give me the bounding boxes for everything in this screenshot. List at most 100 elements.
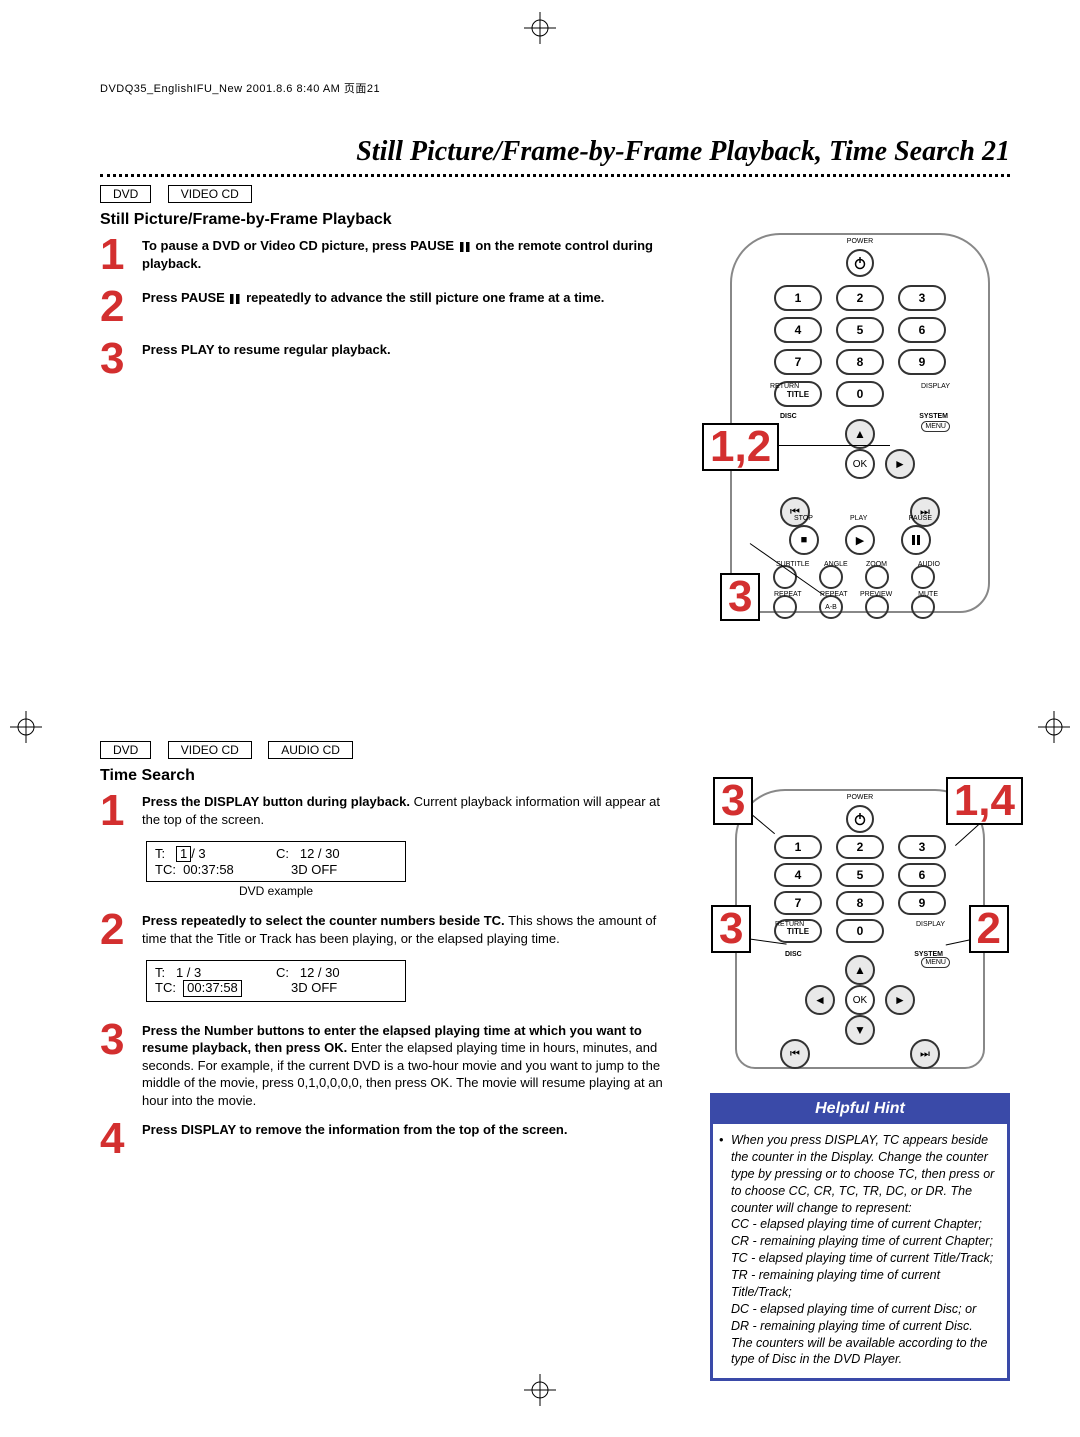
badge-row-2: DVD VIDEO CD AUDIO CD: [100, 741, 1010, 759]
next-button[interactable]: ⏭: [910, 1039, 940, 1069]
remote-label: RETURN: [775, 921, 804, 928]
num-4[interactable]: 4: [774, 863, 822, 887]
num-3[interactable]: 3: [898, 835, 946, 859]
menu-button[interactable]: MENU: [921, 421, 950, 432]
registration-mark-right: [1038, 711, 1070, 748]
step-text-bold: Press DISPLAY to remove the information …: [142, 1122, 567, 1137]
pause-button[interactable]: [901, 525, 931, 555]
num-0[interactable]: 0: [836, 381, 884, 407]
menu-button[interactable]: MENU: [921, 957, 950, 968]
print-header: DVDQ35_EnglishIFU_New 2001.8.6 8:40 AM 页…: [100, 80, 1010, 96]
num-5[interactable]: 5: [836, 317, 884, 343]
osd-c: 12 / 30: [300, 965, 340, 980]
step-number: 2: [100, 285, 130, 329]
remote-diagram-2: POWER 123 456 789 TITLE0 RETURN DISPLAY …: [735, 789, 985, 1069]
num-1[interactable]: 1: [774, 285, 822, 311]
ok-button[interactable]: OK: [845, 985, 875, 1015]
repeat-button[interactable]: [773, 595, 797, 619]
num-3[interactable]: 3: [898, 285, 946, 311]
remote-label: DISPLAY: [921, 383, 950, 390]
step: 2 Press repeatedly to select the counter…: [100, 908, 670, 952]
power-button[interactable]: [846, 805, 874, 833]
num-7[interactable]: 7: [774, 349, 822, 375]
step-number: 1: [100, 789, 130, 833]
nav-up[interactable]: ▲: [845, 955, 875, 985]
next-button[interactable]: ⏭: [910, 497, 940, 527]
osd-display-2: T: 1 / 3 C: 12 / 30 TC: 00:37:58 3D OFF: [146, 960, 406, 1001]
registration-mark-bottom: [524, 1374, 556, 1411]
num-7[interactable]: 7: [774, 891, 822, 915]
power-button[interactable]: [846, 249, 874, 277]
prev-button[interactable]: ⏮: [780, 497, 810, 527]
helpful-hint-box: Helpful Hint When you press DISPLAY, TC …: [710, 1093, 1010, 1381]
num-6[interactable]: 6: [898, 863, 946, 887]
step-number: 1: [100, 233, 130, 277]
play-button[interactable]: ▶: [845, 525, 875, 555]
remote-label: POWER: [847, 794, 873, 801]
hint-line: CC - elapsed playing time of current Cha…: [731, 1216, 997, 1233]
ok-button[interactable]: OK: [845, 449, 875, 479]
step-number: 3: [100, 1018, 130, 1110]
num-9[interactable]: 9: [898, 891, 946, 915]
pause-icon: [458, 238, 472, 256]
badge: VIDEO CD: [168, 741, 252, 759]
step-text: Press PLAY to resume regular playback.: [142, 342, 391, 357]
hint-tail: The counters will be available according…: [731, 1335, 997, 1369]
pause-icon: [228, 290, 242, 308]
step: 3 Press PLAY to resume regular playback.: [100, 337, 670, 381]
num-2[interactable]: 2: [836, 835, 884, 859]
step-number: 3: [100, 337, 130, 381]
remote-label: POWER: [847, 238, 873, 245]
badge: VIDEO CD: [168, 185, 252, 203]
step-text: Press PAUSE: [142, 290, 228, 305]
step: 3 Press the Number buttons to enter the …: [100, 1018, 670, 1110]
num-2[interactable]: 2: [836, 285, 884, 311]
nav-cluster: ▲ ► OK MENU: [770, 419, 950, 509]
step-text-bold: Press repeatedly to select the counter n…: [142, 913, 505, 928]
mute-button[interactable]: [911, 595, 935, 619]
remote-label: DISPLAY: [916, 921, 945, 928]
badge: DVD: [100, 185, 151, 203]
remote-label: STOP: [794, 515, 813, 522]
nav-left[interactable]: ◄: [805, 985, 835, 1015]
num-8[interactable]: 8: [836, 891, 884, 915]
stop-button[interactable]: ■: [789, 525, 819, 555]
nav-right[interactable]: ►: [885, 985, 915, 1015]
num-8[interactable]: 8: [836, 349, 884, 375]
remote-label: PLAY: [850, 515, 867, 522]
prev-button[interactable]: ⏮: [780, 1039, 810, 1069]
steps-column-1: 1 To pause a DVD or Video CD picture, pr…: [100, 233, 670, 613]
remote-label: MUTE: [918, 591, 938, 598]
angle-button[interactable]: [819, 565, 843, 589]
nav-right[interactable]: ►: [885, 449, 915, 479]
osd-c: 12 / 30: [300, 846, 340, 861]
callout-line: [770, 445, 890, 446]
preview-button[interactable]: [865, 595, 889, 619]
num-0[interactable]: 0: [836, 919, 884, 943]
steps-column-2: 1 Press the DISPLAY button during playba…: [100, 789, 670, 1381]
step: 4 Press DISPLAY to remove the informatio…: [100, 1117, 670, 1161]
badge-row-1: DVD VIDEO CD: [100, 185, 1010, 203]
zoom-button[interactable]: [865, 565, 889, 589]
step-number: 2: [100, 908, 130, 952]
skip-row: ⏮ ⏭: [780, 1039, 940, 1069]
hint-line: DC - elapsed playing time of current Dis…: [731, 1301, 997, 1318]
audio-button[interactable]: [911, 565, 935, 589]
remote-label: PREVIEW: [860, 591, 892, 598]
num-5[interactable]: 5: [836, 863, 884, 887]
osd-tc: 00:37:58: [183, 862, 234, 877]
osd-t-highlight: 1: [176, 846, 191, 862]
osd-caption: DVD example: [146, 884, 406, 898]
section-heading-2: Time Search: [100, 767, 1010, 785]
num-9[interactable]: 9: [898, 349, 946, 375]
osd-display-1: T: 1/ 3 C: 12 / 30 TC: 00:37:58 3D OFF: [146, 841, 406, 882]
repeat-ab-button[interactable]: A-B: [819, 595, 843, 619]
num-1[interactable]: 1: [774, 835, 822, 859]
remote-label: RETURN: [770, 383, 799, 390]
osd-tc-highlight: 00:37:58: [183, 980, 242, 996]
num-4[interactable]: 4: [774, 317, 822, 343]
num-6[interactable]: 6: [898, 317, 946, 343]
hint-line: TC - elapsed playing time of current Tit…: [731, 1250, 997, 1267]
step-text: repeatedly to advance the still picture …: [242, 290, 604, 305]
osd-mode: 3D OFF: [261, 862, 397, 877]
